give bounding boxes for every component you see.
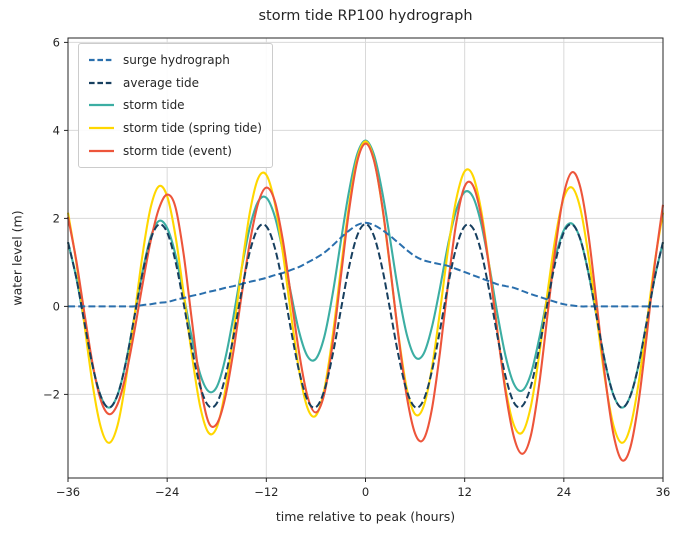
y-tick-label: 2 xyxy=(53,211,60,225)
legend-entry: storm tide xyxy=(88,94,262,117)
legend-label: surge hydrograph xyxy=(123,53,230,68)
legend-line-sample xyxy=(89,81,114,84)
legend-entry: storm tide (event) xyxy=(88,139,262,162)
y-axis-label: water level (m) xyxy=(9,210,25,306)
plot-border xyxy=(67,37,664,479)
legend: surge hydrograph average tide storm tide st… xyxy=(78,43,273,168)
legend-label: average tide xyxy=(123,75,199,90)
x-tick-label: −12 xyxy=(254,485,278,499)
legend-line-sample xyxy=(89,149,114,152)
x-tick-label: 36 xyxy=(656,485,671,499)
y-tick-label: 4 xyxy=(53,123,60,137)
legend-entry: storm tide (spring tide) xyxy=(88,117,262,140)
y-tick-label: −2 xyxy=(43,387,60,401)
chart-title: storm tide RP100 hydrograph xyxy=(258,8,473,24)
series-line-storm-tide-event- xyxy=(66,142,665,462)
y-tick-label: 6 xyxy=(53,35,60,49)
x-tick-label: 12 xyxy=(457,485,472,499)
legend-line-sample xyxy=(89,59,114,62)
series-line-surge-hydrograph xyxy=(67,221,663,308)
series-line-average-tide xyxy=(67,223,664,409)
legend-line-sample xyxy=(89,126,114,130)
x-tick-label: 24 xyxy=(557,485,572,499)
x-tick-label: −24 xyxy=(155,485,179,499)
legend-label: storm tide (event) xyxy=(123,143,232,158)
legend-entry: average tide xyxy=(88,72,262,95)
y-tick-label: 0 xyxy=(53,299,60,313)
legend-entry: surge hydrograph xyxy=(88,49,262,72)
legend-label: storm tide xyxy=(123,98,185,113)
x-tick-label: −36 xyxy=(56,485,80,499)
x-axis-label: time relative to peak (hours) xyxy=(275,509,456,524)
x-tick-label: 0 xyxy=(362,485,369,499)
legend-label: storm tide (spring tide) xyxy=(123,121,262,136)
legend-line-sample xyxy=(89,104,114,107)
